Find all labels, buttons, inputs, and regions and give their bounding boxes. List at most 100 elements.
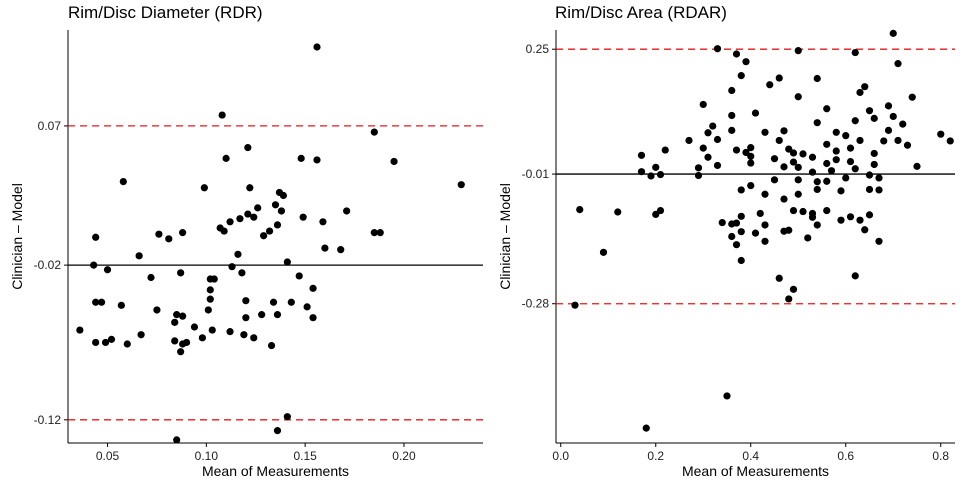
data-point [789, 158, 798, 166]
rdr-chart-panel: Rim/Disc Diameter (RDR) 0.07 -0.02 -0.12 0.… [9, 3, 483, 479]
data-point [856, 136, 864, 145]
data-point [258, 311, 266, 319]
data-point [832, 128, 840, 136]
data-point [732, 146, 741, 154]
data-point [794, 47, 802, 55]
data-point [799, 207, 807, 216]
data-point [337, 246, 345, 254]
data-point [785, 295, 793, 303]
data-point [171, 318, 179, 326]
data-point [661, 146, 669, 154]
x-tick-label: 0.8 [932, 449, 949, 463]
data-point [808, 213, 817, 221]
data-point [254, 204, 262, 212]
data-point [699, 144, 707, 152]
data-point [789, 285, 798, 293]
data-point [832, 156, 840, 164]
data-point [747, 181, 755, 190]
data-point [761, 128, 769, 136]
y-tick-label: -0.28 [522, 297, 550, 311]
data-point [856, 216, 864, 224]
data-point [846, 157, 855, 166]
data-point [234, 250, 242, 258]
data-point [851, 165, 859, 173]
rdar-scatter-plot: 0.25 -0.01 -0.28 0.0 0.2 0.4 0.6 0.8 Mean of Mea… [497, 29, 955, 479]
data-point [770, 155, 779, 163]
data-point [694, 164, 703, 172]
data-point [246, 184, 254, 192]
rdr-scatter-plot: 0.07 -0.02 -0.12 0.05 0.10 0.15 0.20 Mean of Me… [9, 30, 483, 479]
data-point [865, 171, 874, 179]
data-point [137, 331, 145, 339]
data-point [182, 338, 191, 347]
data-point [846, 144, 855, 152]
data-point [637, 168, 646, 176]
data-point [865, 185, 874, 194]
data-point [842, 174, 850, 182]
rdar-chart-panel: Rim/Disc Area (RDAR) 0.25 -0.01 -0.28 0.0 0.… [490, 0, 962, 481]
data-point [823, 140, 831, 148]
y-axis-label: Clinician – Model [497, 183, 513, 290]
data-point [704, 153, 712, 161]
data-point [761, 237, 769, 245]
data-point [794, 93, 802, 101]
data-point [370, 128, 378, 136]
y-tick-label: -0.01 [522, 167, 550, 181]
data-point [190, 323, 199, 331]
data-point [240, 331, 248, 339]
data-point [260, 232, 268, 240]
data-point [177, 348, 185, 356]
data-point [92, 233, 100, 241]
data-point [780, 127, 788, 135]
data-point [321, 244, 329, 252]
data-point [222, 154, 230, 162]
data-point [851, 117, 859, 125]
data-point [153, 306, 161, 314]
data-point [210, 275, 218, 283]
data-point [870, 114, 878, 122]
data-point [343, 207, 351, 215]
data-point [313, 43, 321, 51]
data-point [457, 181, 465, 189]
data-point [299, 213, 307, 221]
data-point [785, 226, 793, 234]
data-point [732, 241, 741, 249]
data-point [614, 208, 622, 216]
data-point [728, 86, 736, 95]
data-point [97, 298, 106, 306]
data-point [273, 221, 282, 229]
data-point [576, 206, 584, 214]
data-point [728, 126, 736, 134]
data-point [171, 337, 179, 345]
x-tick-label: 0.05 [96, 449, 120, 463]
data-point [242, 314, 250, 322]
data-point [699, 100, 707, 109]
y-tick-label: 0.07 [38, 119, 62, 133]
data-point [297, 154, 305, 162]
data-point [737, 186, 745, 194]
data-point [198, 334, 206, 342]
data-point [827, 167, 836, 175]
y-axis-label: Clinician – Model [9, 183, 25, 290]
x-tick-label: 0.0 [552, 449, 569, 463]
data-point [269, 298, 278, 306]
data-point [903, 141, 912, 149]
data-point [713, 161, 722, 170]
y-tick-label: -0.02 [34, 258, 62, 272]
data-point [908, 93, 916, 101]
data-point [117, 301, 125, 309]
data-point [271, 201, 280, 209]
data-point [244, 210, 252, 218]
data-point [92, 298, 100, 306]
data-point [279, 191, 288, 200]
data-point [770, 176, 779, 184]
data-point [851, 272, 859, 280]
data-point [870, 160, 878, 169]
x-tick-label: 0.15 [293, 449, 317, 463]
data-point [179, 312, 187, 320]
data-point [837, 216, 845, 224]
data-point [946, 137, 954, 145]
data-point [789, 206, 798, 215]
data-point [875, 237, 883, 245]
data-point [599, 248, 608, 256]
